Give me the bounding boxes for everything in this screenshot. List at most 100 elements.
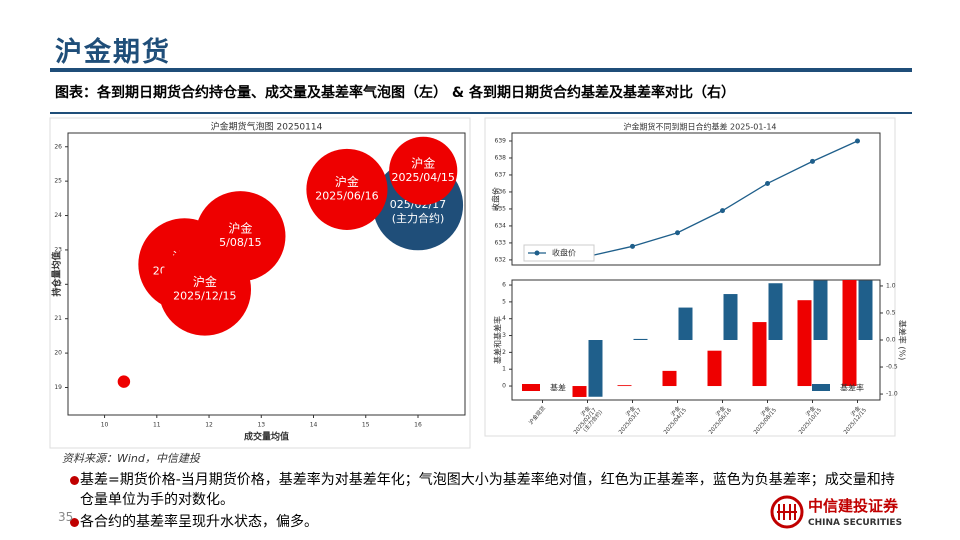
bar (768, 283, 783, 340)
bar (588, 340, 603, 397)
legend-swatch (522, 384, 540, 391)
y-tick-label: 20 (54, 350, 62, 357)
point (675, 230, 680, 236)
legend-marker (534, 250, 540, 256)
y-tick-label: 637 (495, 171, 507, 178)
y-tick-label: 23 (54, 246, 62, 253)
bubble-label: 沪金 (193, 274, 217, 289)
plot-area (511, 132, 881, 266)
y-tick-label: 638 (495, 154, 507, 161)
x-tick-label: 11 (153, 422, 161, 429)
page-number: 35 (58, 510, 74, 524)
y2-axis-label: 基差率 (%) (898, 320, 908, 360)
x-tick-label: 15 (362, 422, 370, 429)
bubble-label: 2025/12/15 (173, 289, 236, 302)
bar (752, 322, 767, 387)
logo-mark (770, 495, 804, 529)
y-tick-label: 0.0 (886, 337, 896, 344)
y-tick-label: 632 (495, 256, 507, 263)
y-tick-label: 25 (54, 178, 62, 185)
point (765, 180, 770, 186)
legend-label: 基差 (550, 383, 566, 393)
y-tick-label: 0 (502, 383, 506, 390)
y-tick-label: 634 (495, 222, 507, 229)
y-tick-label: 21 (54, 315, 62, 322)
bar (813, 280, 828, 340)
y-tick-label: 24 (54, 212, 62, 219)
point (810, 158, 815, 164)
bubble-label: 沪金 (411, 155, 435, 170)
x-axis-label: 成交量均值 (244, 431, 289, 443)
y-tick-label: 22 (54, 281, 62, 288)
point (720, 208, 725, 214)
y-tick-label: 639 (495, 137, 507, 144)
bar (678, 307, 693, 340)
logo: 中信建投证券 CHINA SECURITIES (770, 495, 902, 529)
rule (50, 112, 912, 114)
y-axis-label: 收盘价 (491, 187, 501, 211)
bubble-label: 沪金 (228, 221, 252, 236)
bar (842, 280, 857, 387)
y-tick-label: 26 (54, 143, 62, 150)
y-tick-label: 19 (54, 384, 62, 391)
bubbles: 沪金2025/10/15沪金5/08/15沪金2025/12/15沪金025/0… (117, 136, 464, 388)
bubble-label: (主力合约) (392, 211, 445, 225)
bubble-label: 沪金 (335, 174, 359, 189)
legend-swatch (812, 384, 830, 391)
chart-title: 沪金期货气泡图 20250114 (211, 121, 323, 133)
bubble (117, 375, 131, 388)
bubble-label: 5/08/15 (219, 236, 261, 249)
bullets: 基差=期货价格-当月期货价格，基差率为对基差年化；气泡图大小为基差率绝对值，红色… (70, 470, 900, 534)
x-tick-label: 13 (257, 422, 265, 429)
legend-label: 基差率 (840, 383, 864, 393)
bar (633, 338, 648, 340)
point (855, 138, 860, 144)
chart-frame (484, 117, 896, 437)
bar (858, 280, 873, 340)
y-tick-label: -1.0 (886, 391, 898, 398)
x-tick-label: 16 (414, 422, 422, 429)
bar (707, 350, 722, 387)
point (630, 243, 635, 249)
bar (572, 386, 587, 397)
y-axis-label: 持仓量均值 (51, 251, 63, 296)
bar (662, 370, 677, 387)
y-tick-label: 5 (502, 298, 506, 305)
x-tick-label: 10 (101, 422, 109, 429)
subtitle: 图表：各到期日期货合约持仓量、成交量及基差率气泡图（左） & 各到期日期货合约基… (55, 85, 735, 101)
bubble (158, 243, 252, 336)
y-tick-label: -0.5 (886, 364, 898, 371)
y-axis-label: 基差和基差率 (493, 316, 503, 364)
y-tick-label: 2 (502, 349, 506, 356)
x-tick-label: 14 (310, 422, 318, 429)
y-tick-label: 0.5 (886, 309, 896, 316)
bubble (306, 148, 388, 230)
bullet: 各合约的基差率呈现升水状态，偏多。 (70, 512, 900, 532)
y-tick-label: 633 (495, 239, 507, 246)
y-tick-label: 3 (502, 332, 506, 339)
bar (723, 294, 738, 340)
bullet: 基差=期货价格-当月期货价格，基差率为对基差年化；气泡图大小为基差率绝对值，红色… (70, 470, 900, 510)
plot-area (67, 132, 466, 416)
logo-mark (777, 504, 797, 520)
y-tick-label: 4 (502, 315, 506, 322)
source: 资料来源：Wind，中信建投 (62, 452, 200, 465)
bar (797, 300, 812, 387)
rule (50, 68, 912, 72)
y-tick-label: 636 (495, 188, 507, 195)
bubble-label: 2025/04/15 (392, 171, 455, 184)
bubble (389, 136, 458, 205)
x-tick-label: 12 (205, 422, 213, 429)
y-tick-label: 6 (502, 282, 506, 289)
bubble-label: 2025/06/16 (315, 189, 378, 202)
legend-label: 收盘价 (552, 248, 576, 258)
legend-box (523, 244, 595, 262)
y-tick-label: 635 (495, 205, 507, 212)
y-tick-label: 1 (502, 366, 506, 373)
slide-title: 沪金期货 (55, 37, 171, 68)
chart-title: 沪金期货不同到期日合约基差 2025-01-14 (623, 122, 776, 132)
bar (617, 385, 632, 387)
y-tick-label: 1.0 (886, 282, 896, 289)
